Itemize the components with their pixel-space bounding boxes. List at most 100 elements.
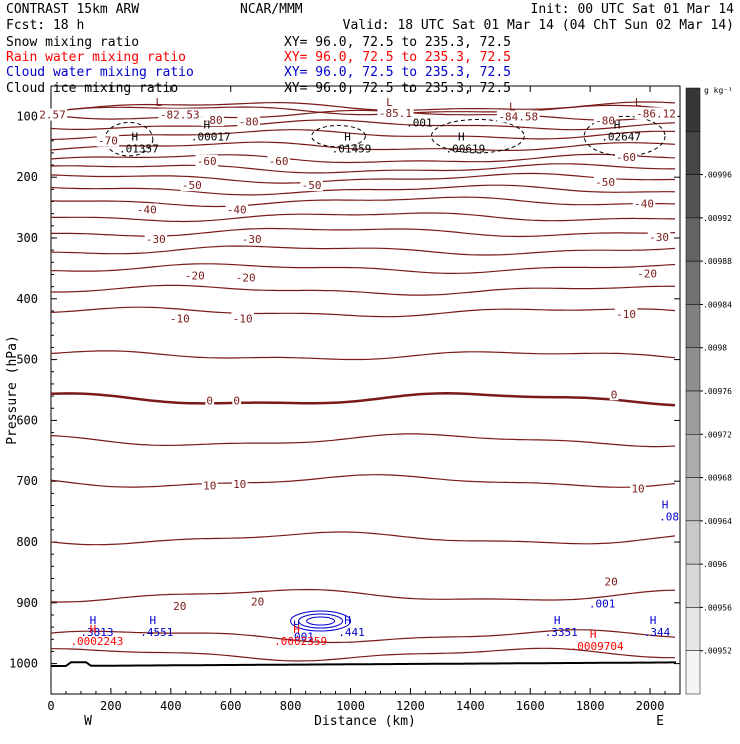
isotherm-label: -50 (302, 179, 322, 192)
extremum-value: .3351 (545, 626, 578, 639)
high-marker: H (344, 614, 351, 627)
label-bg (158, 108, 202, 121)
label-bg (632, 197, 656, 210)
y-axis-label: Pressure (hPa) (5, 335, 20, 445)
hydrometeor-contours (104, 115, 666, 632)
label-bg (240, 233, 263, 246)
isotherm-label: -86.12 (636, 107, 676, 120)
high-marker: H (590, 628, 597, 641)
high-marker: H (90, 623, 97, 636)
isotherm-label: 0 (206, 394, 213, 407)
high-marker: H (344, 131, 351, 144)
isotherm-label: -10 (616, 308, 636, 321)
snow-contour (311, 125, 366, 148)
label-bg (634, 107, 678, 120)
isotherm-label: -60 (616, 151, 636, 164)
isotherm-label: -60 (197, 155, 217, 168)
extremum-value: .001 (287, 630, 314, 643)
colorbar-tick-label: .0098 (703, 344, 727, 353)
extremum-value: .441 (338, 626, 365, 639)
x-tick-label: 1600 (516, 699, 545, 713)
extremum-value: .4551 (140, 626, 173, 639)
isotherm-label: -70 (98, 135, 118, 148)
isotherm-line-minor (51, 284, 676, 296)
contour-value-label: .001 (406, 117, 433, 130)
isotherm-label: -30 (649, 231, 669, 244)
label-bg (630, 482, 646, 495)
label-bg (614, 308, 638, 320)
label-bg (168, 312, 191, 325)
low-marker: L (156, 96, 163, 109)
isotherm-line-minor (50, 629, 676, 644)
x-tick-label: 800 (280, 699, 302, 713)
label-bg (37, 108, 68, 121)
colorbar-swatch (685, 131, 701, 175)
label-bg (609, 388, 619, 401)
terrain-line (51, 661, 676, 667)
low-marker: L (635, 96, 642, 109)
colorbar-tick-label: .00976 (703, 387, 732, 396)
label-bg (496, 110, 540, 123)
colorbar-unit: g kg⁻¹ (704, 86, 733, 95)
snow-contour (430, 118, 525, 154)
isotherm-line (50, 172, 675, 184)
extremum-value: .0002243 (70, 635, 123, 648)
isotherm-label: -40 (137, 203, 157, 216)
isotherm-line (50, 306, 676, 318)
isotherm-label: 10 (631, 482, 644, 495)
y-tick-label: 900 (16, 596, 38, 610)
colorbar-swatch (685, 347, 701, 392)
high-marker: H (554, 614, 561, 627)
isotherm-label: 2.57 (39, 109, 66, 122)
colorbar-tick-label: .00968 (703, 474, 732, 483)
colorbar-swatch (685, 563, 701, 608)
y-tick-label: 500 (16, 353, 38, 367)
y-tick-label: 300 (16, 231, 38, 245)
label-bg (300, 179, 323, 192)
extremum-value: .02647 (601, 131, 641, 144)
colorbar-tick-label: .00952 (703, 647, 732, 656)
isotherm-line (51, 227, 676, 238)
label-bg (237, 115, 260, 128)
extremum-value: .00017 (191, 131, 231, 144)
colorbar-swatch (685, 434, 701, 478)
high-marker: H (90, 614, 97, 627)
label-bg (205, 394, 215, 407)
isotherm-label: -10 (170, 312, 190, 325)
isotherm-line-minor (50, 104, 676, 116)
isotherm-line-minor (50, 119, 676, 131)
x-tick-label: 600 (220, 699, 242, 713)
snow-contour (583, 115, 666, 157)
colorbar-tick-label: .00964 (703, 517, 732, 526)
init-time: Init: 00 UTC Sat 01 Mar 14 (531, 2, 735, 17)
colorbar-swatch (685, 520, 701, 565)
cloud-water-contour (298, 613, 344, 629)
label-bg (593, 114, 617, 127)
isotherm-line-minor (50, 531, 676, 546)
isotherm-label: 20 (173, 600, 186, 613)
extremum-value: .00619 (445, 143, 485, 156)
isotherm-label: -80 (239, 115, 259, 128)
isotherm-label: -80 (595, 115, 615, 128)
isotherm-label: -50 (595, 176, 615, 189)
isotherm-label: -82.53 (160, 109, 200, 122)
colorbar: .00952 .00956 .0096 .00964 .00968 .00972 .0097… (685, 87, 732, 695)
extremum-value: .01357 (119, 143, 159, 156)
field-name-rain: Rain water mixing ratio (6, 50, 186, 65)
label-bg (225, 203, 248, 216)
label-bg (377, 106, 414, 119)
label-bg (144, 233, 168, 246)
isotherm-label: 10 (203, 479, 216, 492)
label-bg (234, 271, 257, 284)
isotherm-line (50, 109, 676, 121)
isotherm-label: -20 (637, 267, 657, 280)
isotherm-line-minor (50, 350, 676, 361)
label-bg (614, 151, 638, 164)
high-marker: H (203, 119, 210, 132)
isotherm-label: -20 (185, 270, 205, 283)
label-bg (267, 154, 290, 167)
isotherm-label: 0 (611, 388, 618, 401)
isotherm-line-minor (50, 163, 675, 174)
y-tick-label: 800 (16, 535, 38, 549)
y-tick-label: 400 (16, 292, 38, 306)
